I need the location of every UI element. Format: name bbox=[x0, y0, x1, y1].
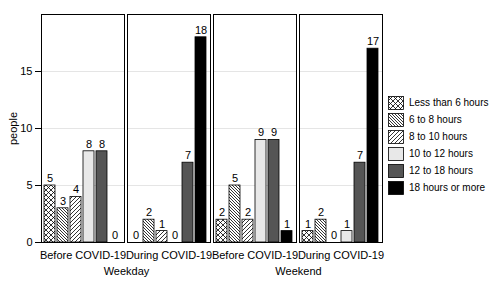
svg-text:15: 15 bbox=[20, 65, 32, 77]
svg-text:5: 5 bbox=[47, 172, 53, 184]
svg-text:0: 0 bbox=[172, 229, 178, 241]
svg-text:people: people bbox=[7, 112, 19, 145]
svg-text:7: 7 bbox=[357, 149, 363, 161]
svg-text:1: 1 bbox=[305, 218, 311, 230]
svg-text:1: 1 bbox=[344, 218, 350, 230]
svg-text:2: 2 bbox=[245, 206, 251, 218]
svg-text:0: 0 bbox=[112, 229, 118, 241]
svg-text:0: 0 bbox=[26, 236, 32, 248]
svg-text:During COVID-19: During COVID-19 bbox=[126, 249, 212, 261]
svg-text:Before COVID-19: Before COVID-19 bbox=[212, 249, 298, 261]
html-text:8 to 10 hours: 8 to 10 hours bbox=[409, 131, 468, 142]
svg-text:0: 0 bbox=[133, 229, 139, 241]
svg-text:Weekday: Weekday bbox=[104, 265, 150, 277]
svg-text:4: 4 bbox=[73, 183, 79, 195]
html-text:18 hours or more: 18 hours or more bbox=[409, 182, 486, 193]
svg-text:Weekend: Weekend bbox=[275, 265, 321, 277]
svg-text:5: 5 bbox=[26, 179, 32, 191]
svg-text:9: 9 bbox=[271, 126, 277, 138]
svg-text:2: 2 bbox=[146, 206, 152, 218]
svg-text:10: 10 bbox=[20, 122, 32, 134]
html-text:Less than 6 hours: Less than 6 hours bbox=[409, 97, 489, 108]
svg-text:7: 7 bbox=[185, 149, 191, 161]
html-text:12 to 18 hours: 12 to 18 hours bbox=[409, 165, 473, 176]
svg-text:Before COVID-19: Before COVID-19 bbox=[40, 249, 126, 261]
html-text:6 to 8 hours: 6 to 8 hours bbox=[409, 114, 462, 125]
svg-text:0: 0 bbox=[331, 229, 337, 241]
svg-text:3: 3 bbox=[60, 195, 66, 207]
svg-text:8: 8 bbox=[99, 138, 105, 150]
html-text:10 to 12 hours: 10 to 12 hours bbox=[409, 148, 473, 159]
svg-text:17: 17 bbox=[367, 35, 379, 47]
svg-text:5: 5 bbox=[232, 172, 238, 184]
svg-text:18: 18 bbox=[195, 24, 207, 36]
svg-text:9: 9 bbox=[258, 126, 264, 138]
svg-text:1: 1 bbox=[284, 218, 290, 230]
svg-text:During COVID-19: During COVID-19 bbox=[298, 249, 384, 261]
svg-text:2: 2 bbox=[318, 206, 324, 218]
svg-text:1: 1 bbox=[159, 218, 165, 230]
svg-text:2: 2 bbox=[219, 206, 225, 218]
svg-text:8: 8 bbox=[86, 138, 92, 150]
